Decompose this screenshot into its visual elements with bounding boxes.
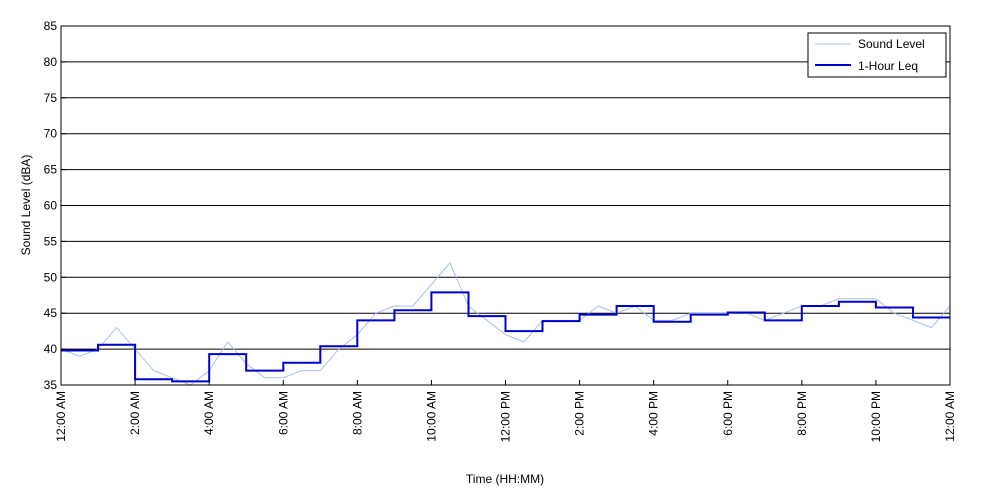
x-tick-label: 12:00 PM [499, 391, 513, 442]
x-tick-label: 12:00 AM [54, 391, 68, 442]
series-leq-step-line [61, 291, 950, 383]
y-tick-label: 35 [44, 378, 58, 392]
x-axis: 12:00 AM 2:00 AM 4:00 AM 6:00 AM 8:00 AM 10:0… [54, 380, 957, 442]
x-tick-label: 8:00 AM [350, 391, 364, 435]
grid-lines [61, 61, 950, 350]
y-tick-label: 55 [44, 234, 58, 248]
y-tick-label: 50 [44, 270, 58, 284]
legend-box [807, 32, 947, 78]
y-tick-label: 60 [44, 199, 58, 213]
x-tick-label: 4:00 AM [202, 391, 216, 435]
y-tick-label: 65 [44, 163, 58, 177]
x-tick-label: 8:00 PM [795, 391, 809, 436]
y-axis-title: Sound Level (dBA) [19, 155, 33, 256]
x-tick-label: 2:00 AM [128, 391, 142, 435]
legend: Sound Level 1-Hour Leq [807, 32, 947, 78]
y-tick-label: 70 [44, 127, 58, 141]
legend-label-leq: 1-Hour Leq [858, 59, 918, 73]
y-tick-label: 85 [44, 19, 58, 33]
x-tick-label: 12:00 AM [943, 391, 957, 442]
x-tick-label: 6:00 AM [276, 391, 290, 435]
y-tick-label: 45 [44, 306, 58, 320]
x-tick-label: 2:00 PM [573, 391, 587, 436]
x-axis-title: Time (HH:MM) [466, 472, 544, 486]
y-tick-label: 80 [44, 55, 58, 69]
legend-label-sound-level: Sound Level [858, 37, 925, 51]
series-layer [60, 261, 951, 386]
y-tick-label: 40 [44, 342, 58, 356]
y-axis: 35 40 45 50 55 60 65 70 75 80 85 [44, 19, 66, 392]
x-tick-label: 10:00 AM [424, 391, 438, 442]
x-tick-label: 10:00 PM [869, 391, 883, 442]
x-tick-label: 4:00 PM [647, 391, 661, 436]
y-tick-label: 75 [44, 91, 58, 105]
x-tick-label: 6:00 PM [721, 391, 735, 436]
